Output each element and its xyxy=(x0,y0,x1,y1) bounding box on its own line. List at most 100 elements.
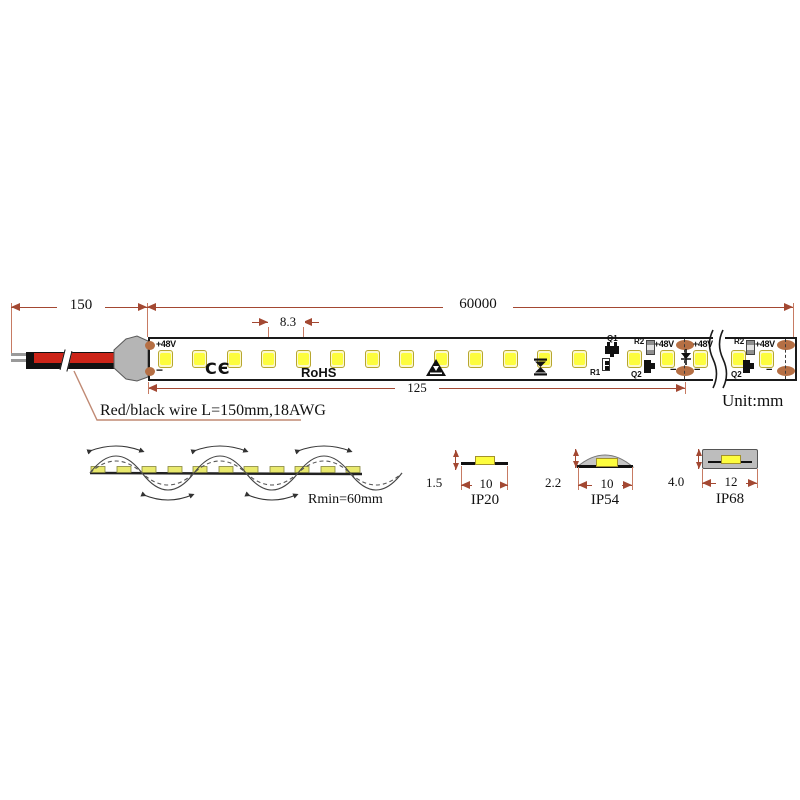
arrow-icon xyxy=(11,303,20,311)
ip20-label: IP20 xyxy=(470,492,500,508)
solder-pad xyxy=(777,340,795,350)
cut-extension xyxy=(148,382,149,394)
smd-led-chip xyxy=(158,350,173,368)
voltage-label: +48V xyxy=(693,339,713,349)
diode-icon xyxy=(681,349,691,365)
voltage-label: +48V xyxy=(156,339,176,349)
ip68-width-dim: 12 xyxy=(716,475,746,489)
black-wire-stripe xyxy=(27,363,117,368)
q2-transistor xyxy=(743,360,750,373)
voltage-label: +48V xyxy=(755,339,775,349)
smd-led-chip xyxy=(192,350,207,368)
minus-label: − xyxy=(670,364,677,376)
q2-label: Q2 xyxy=(631,370,642,379)
smd-led-chip xyxy=(627,350,642,368)
leader-line xyxy=(73,370,301,421)
q1-transistor xyxy=(605,346,619,354)
break-squiggle xyxy=(708,329,728,389)
ip54-label: IP54 xyxy=(590,492,620,508)
smd-led-chip xyxy=(261,350,276,368)
arrow-icon xyxy=(702,479,711,487)
wire-length-dim: 150 xyxy=(57,297,105,314)
solder-pad xyxy=(145,341,155,350)
arrow-icon xyxy=(303,318,312,326)
smd-led-chip xyxy=(503,350,518,368)
arrow-icon xyxy=(138,303,147,311)
ip68-ext xyxy=(757,469,758,488)
smd-led-chip xyxy=(759,350,774,368)
r1-label: R1 xyxy=(590,368,601,377)
arrow-icon xyxy=(499,481,508,489)
bend-illustration xyxy=(86,445,403,501)
wire-lead xyxy=(11,353,28,356)
smd-led-chip xyxy=(434,350,449,368)
voltage-label: +48V xyxy=(654,339,674,349)
q1-leg xyxy=(607,342,610,346)
cut-length-dim: 125 xyxy=(395,381,439,395)
arrow-icon xyxy=(148,384,157,392)
arrow-icon xyxy=(623,481,632,489)
arrow-icon xyxy=(695,462,702,469)
ip20-ext xyxy=(507,466,508,490)
r2-resistor xyxy=(646,340,655,355)
rohs-mark: RoHS xyxy=(301,365,337,380)
ip54-width-dim: 10 xyxy=(592,477,622,491)
ip54-ext xyxy=(578,467,579,490)
side-view-leds xyxy=(90,466,361,473)
arrow-icon xyxy=(784,303,793,311)
ip20-ext xyxy=(461,466,462,490)
ip68-ext xyxy=(702,469,703,488)
q1-label: Q1 xyxy=(607,334,618,343)
q2-transistor xyxy=(749,363,754,369)
ip20-height-dim: 1.5 xyxy=(424,475,445,490)
solder-pad xyxy=(676,340,694,350)
smd-led-chip xyxy=(572,350,587,368)
smd-led-chip xyxy=(399,350,414,368)
pitch-dim: 8.3 xyxy=(271,315,305,329)
r2-resistor xyxy=(746,340,755,355)
ip20-width-dim: 10 xyxy=(472,477,500,491)
ip54-ext xyxy=(632,467,633,490)
total-length-dim: 60000 xyxy=(443,296,513,313)
ip54-height-line xyxy=(575,449,576,468)
ip68-label: IP68 xyxy=(715,491,745,507)
q1-leg xyxy=(610,354,614,357)
smd-led-chip xyxy=(227,350,242,368)
arrow-icon xyxy=(572,449,579,456)
r1-resistor xyxy=(602,358,610,371)
bend-radius-label: Rmin=60mm xyxy=(308,492,383,507)
arrow-icon xyxy=(259,318,268,326)
ip54-led xyxy=(596,458,618,467)
ip68-led xyxy=(721,455,741,464)
smd-led-chip xyxy=(296,350,311,368)
arrow-icon xyxy=(461,481,470,489)
ip68-height-dim: 4.0 xyxy=(666,474,687,489)
smd-led-chip xyxy=(693,350,708,368)
minus-label: − xyxy=(766,364,773,376)
r2-label: R2 xyxy=(634,337,645,346)
extension-line-left xyxy=(11,303,12,353)
cable-end-cap xyxy=(27,353,34,368)
hourglass-icon xyxy=(534,358,547,376)
smd-led-chip xyxy=(330,350,345,368)
q2-label: Q2 xyxy=(731,370,742,379)
smd-led-chip xyxy=(468,350,483,368)
ce-mark: CЄ xyxy=(205,359,231,378)
wire-note: Red/black wire L=150mm,18AWG xyxy=(100,402,326,419)
ip20-height-line xyxy=(455,450,456,470)
r2-label: R2 xyxy=(734,337,745,346)
esd-warning-icon xyxy=(426,359,446,376)
ip54-height-dim: 2.2 xyxy=(543,475,564,490)
q2-transistor xyxy=(644,360,651,373)
minus-label: − xyxy=(156,363,164,377)
arrow-icon xyxy=(572,461,579,468)
q1-leg xyxy=(614,342,617,346)
arrow-icon xyxy=(147,303,156,311)
cut-extension xyxy=(685,382,686,394)
ip68-height-line xyxy=(698,449,699,469)
q2-transistor xyxy=(650,363,655,369)
smd-led-chip xyxy=(731,350,746,368)
extension-line-right xyxy=(793,303,794,337)
solder-pad xyxy=(676,366,694,376)
